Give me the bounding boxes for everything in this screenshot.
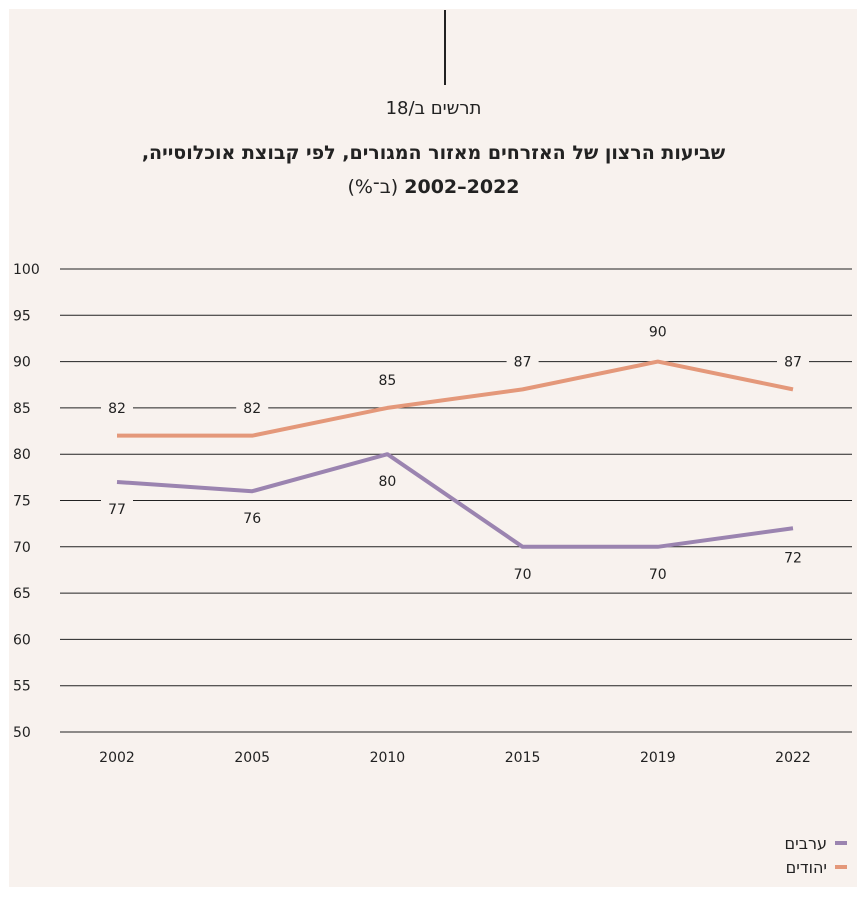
- data-label-jews-bg: [101, 398, 133, 418]
- y-tick-label: 100: [13, 262, 40, 278]
- data-label-jews-bg: [641, 322, 674, 342]
- data-label-arabs-bg: [101, 499, 133, 519]
- chart-subtitle: 2022–2002 (ב־%): [0, 176, 867, 198]
- y-tick-label: 55: [13, 679, 31, 695]
- data-label-arabs: 76: [243, 511, 261, 527]
- data-label-arabs: 80: [378, 474, 396, 490]
- data-label-jews: 85: [378, 373, 396, 389]
- data-label-jews: 90: [649, 325, 667, 341]
- data-label-arabs-bg: [641, 564, 674, 584]
- data-label-arabs-bg: [371, 472, 404, 492]
- series-line-jews: [117, 359, 794, 438]
- title-years: 2022–2002: [404, 176, 520, 198]
- data-label-jews: 87: [784, 354, 802, 370]
- y-tick-label: 65: [13, 586, 31, 602]
- y-tick-label: 80: [13, 447, 31, 463]
- x-tick-label: 2002: [99, 750, 135, 766]
- y-tick-label: 85: [13, 401, 31, 417]
- data-label-jews-bg: [506, 352, 539, 372]
- legend-label-jews: יהודים: [785, 857, 827, 877]
- top-divider: [444, 10, 446, 85]
- y-tick-label: 90: [13, 355, 31, 371]
- chart-title: שביעות הרצון של האזרחים מאזור המגורים, ל…: [141, 142, 726, 164]
- legend-item-arabs: ערבים: [784, 832, 847, 854]
- data-label-arabs: 72: [784, 550, 802, 566]
- x-tick-label: 2019: [640, 750, 676, 766]
- chart-panel: [9, 9, 857, 887]
- data-label-arabs: 77: [108, 502, 126, 518]
- y-tick-label: 60: [13, 632, 31, 648]
- y-tick-label: 70: [13, 540, 31, 556]
- legend-swatch-jews: [835, 865, 847, 869]
- data-label-jews-bg: [777, 352, 809, 372]
- x-tick-label: 2022: [775, 750, 811, 766]
- figure-label: תרשים ב/18: [385, 98, 482, 119]
- data-label-jews: 87: [514, 354, 532, 370]
- data-label-arabs-bg: [236, 509, 269, 529]
- x-tick-label: 2005: [234, 750, 270, 766]
- y-tick-label: 75: [13, 494, 31, 510]
- data-label-jews-bg: [371, 370, 404, 390]
- data-label-arabs: 70: [649, 567, 667, 583]
- data-label-jews: 82: [243, 401, 261, 417]
- data-label-arabs: 70: [514, 567, 532, 583]
- x-tick-label: 2010: [370, 750, 406, 766]
- x-tick-label: 2015: [505, 750, 541, 766]
- legend-label-arabs: ערבים: [784, 833, 828, 853]
- y-tick-label: 50: [13, 725, 31, 741]
- data-label-jews-bg: [236, 398, 269, 418]
- legend-item-jews: יהודים: [785, 856, 847, 878]
- data-label-arabs-bg: [777, 548, 809, 568]
- y-tick-label: 95: [13, 308, 31, 324]
- title-unit: (ב־%): [347, 176, 399, 198]
- series-line-arabs: [116, 452, 794, 549]
- legend: ערבים יהודים: [784, 832, 847, 880]
- data-label-arabs-bg: [506, 564, 539, 584]
- data-label-jews: 82: [108, 401, 126, 417]
- legend-swatch-arabs: [835, 841, 847, 845]
